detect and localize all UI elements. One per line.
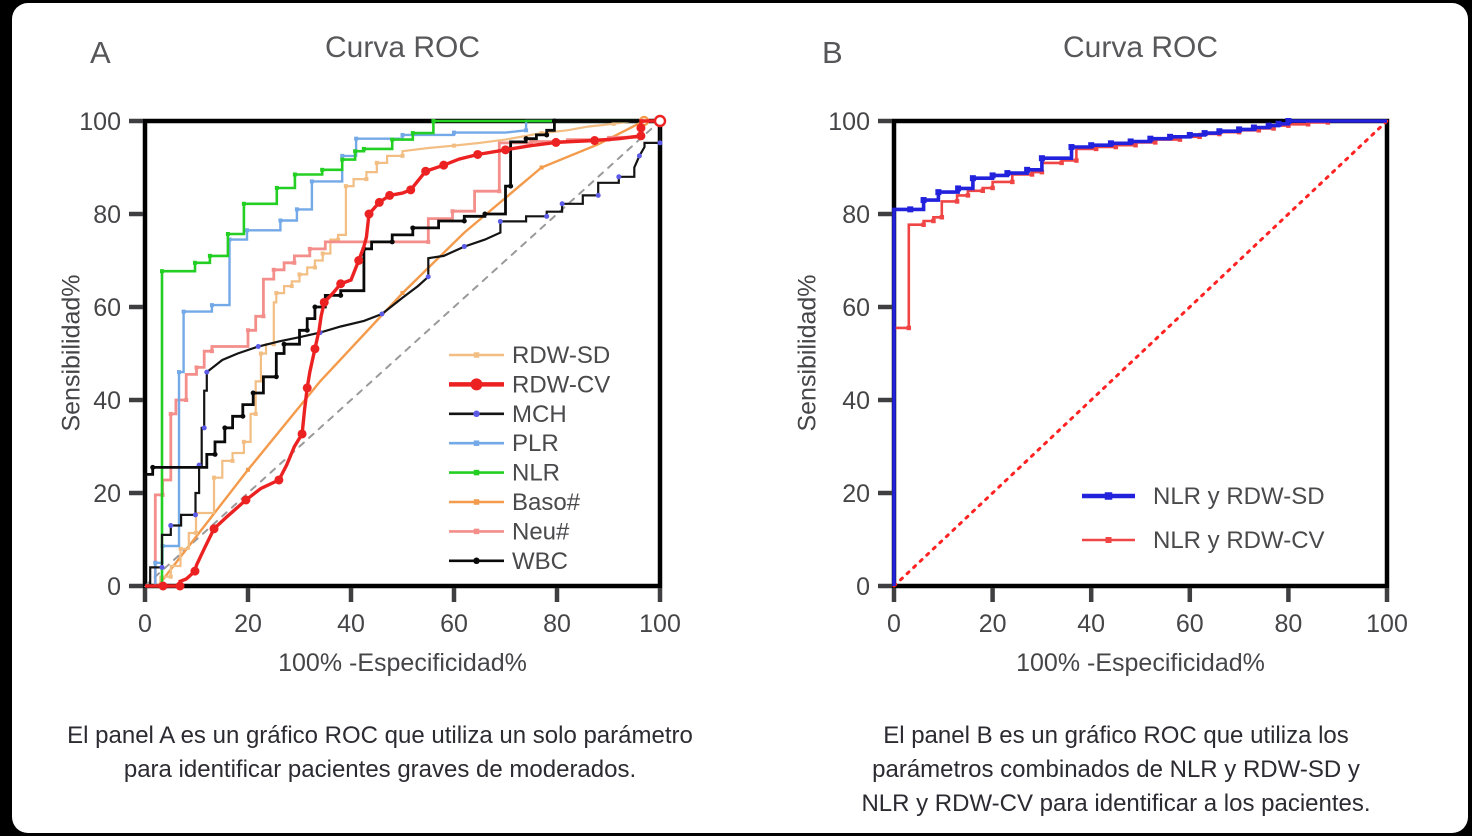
caption-b-line3: NLR y RDW-CV para identificar a los paci… — [861, 790, 1371, 817]
svg-text:40: 40 — [1077, 610, 1105, 638]
legend-item-PLR: PLR — [449, 430, 559, 457]
svg-text:60: 60 — [842, 294, 870, 322]
svg-text:0: 0 — [138, 610, 152, 638]
svg-text:80: 80 — [842, 201, 870, 229]
panel-A: 0 20 40 60 80 100 0 20 40 60 80 100 RDW-SD RDW-CV MCH P… — [12, 3, 748, 713]
svg-text:80: 80 — [93, 201, 121, 229]
series-RDW-SD — [145, 119, 660, 588]
svg-text:100: 100 — [79, 108, 121, 136]
svg-text:WBC: WBC — [512, 548, 568, 575]
svg-text:PLR: PLR — [512, 430, 559, 457]
chart-title-A: Curva ROC — [324, 31, 481, 64]
panel-letter-A: A — [90, 35, 111, 70]
caption-panel-a: El panel A es un gráfico ROC que utiliza… — [20, 719, 740, 787]
plot-border — [142, 118, 663, 589]
legend-item-RDW-CV: RDW-CV — [449, 371, 610, 398]
svg-text:NLR: NLR — [512, 460, 560, 487]
y-axis-label-B: Sensibilidad% — [793, 274, 822, 432]
legend-item-NLR y RDW-CV: NLR y RDW-CV — [1082, 527, 1325, 554]
series-RDW-CV — [145, 114, 667, 591]
svg-text:40: 40 — [337, 610, 365, 638]
svg-text:60: 60 — [440, 610, 468, 638]
series-NLR — [145, 119, 660, 588]
svg-text:60: 60 — [93, 294, 121, 322]
legend-item-RDW-SD: RDW-SD — [449, 342, 610, 369]
x-axis-label-A: 100% -Especificidad% — [278, 649, 527, 677]
caption-panel-b: El panel B es un gráfico ROC que utiliza… — [756, 719, 1468, 821]
svg-text:100: 100 — [639, 610, 681, 638]
legend-item-NLR y RDW-SD: NLR y RDW-SD — [1082, 483, 1325, 510]
x-axis-label-B: 100% -Especificidad% — [1016, 649, 1265, 677]
svg-text:60: 60 — [1176, 610, 1204, 638]
svg-text:NLR y RDW-SD: NLR y RDW-SD — [1153, 483, 1325, 510]
svg-text:20: 20 — [842, 480, 870, 508]
svg-text:Neu#: Neu# — [512, 518, 570, 545]
y-axis-label-A: Sensibilidad% — [57, 274, 86, 432]
reference-diagonal — [144, 120, 661, 587]
figure-card: 0 20 40 60 80 100 0 20 40 60 80 100 RDW-SD RDW-CV MCH P… — [12, 3, 1468, 833]
caption-b-line1: El panel B es un gráfico ROC que utiliza… — [883, 722, 1349, 749]
legend-item-MCH: MCH — [449, 401, 567, 428]
svg-text:RDW-CV: RDW-CV — [512, 371, 610, 398]
panel-B: 0 20 40 60 80 100 0 20 40 60 80 100 NLR y RDW-SD NLR … — [748, 3, 1468, 713]
svg-text:0: 0 — [107, 573, 121, 601]
series-MCH — [145, 121, 663, 588]
panel-letter-B: B — [822, 35, 843, 70]
caption-a-line2: para identificar pacientes graves de mod… — [123, 756, 637, 783]
svg-text:NLR y RDW-CV: NLR y RDW-CV — [1153, 527, 1325, 554]
svg-text:80: 80 — [543, 610, 571, 638]
axis-ticks: 0 20 40 60 80 100 0 20 40 60 80 100 — [79, 108, 681, 638]
legend-item-WBC: WBC — [449, 548, 568, 575]
svg-text:MCH: MCH — [512, 401, 567, 428]
series-WBC — [143, 118, 660, 586]
svg-text:100: 100 — [1366, 610, 1408, 638]
axis-ticks: 0 20 40 60 80 100 0 20 40 60 80 100 — [828, 108, 1408, 638]
svg-text:80: 80 — [1274, 610, 1302, 638]
svg-text:40: 40 — [842, 387, 870, 415]
caption-a-line1: El panel A es un gráfico ROC que utiliza… — [67, 722, 693, 749]
caption-b-line2: parámetros combinados de NLR y RDW-SD y — [872, 756, 1360, 783]
legend: NLR y RDW-SD NLR y RDW-CV — [1082, 483, 1325, 554]
series-PLR — [145, 119, 660, 588]
svg-text:20: 20 — [979, 610, 1007, 638]
legend-item-Baso#: Baso# — [449, 489, 581, 516]
svg-text:20: 20 — [93, 480, 121, 508]
legend-item-Neu#: Neu# — [449, 518, 570, 545]
svg-text:0: 0 — [856, 573, 870, 601]
svg-text:100: 100 — [828, 108, 870, 136]
svg-text:40: 40 — [93, 387, 121, 415]
svg-text:RDW-SD: RDW-SD — [512, 342, 610, 369]
end-marker-RDW-CV — [653, 114, 667, 128]
series-NLR y RDW-SD — [892, 118, 1387, 586]
svg-text:20: 20 — [234, 610, 262, 638]
svg-text:Baso#: Baso# — [512, 489, 581, 516]
legend-item-NLR: NLR — [449, 460, 560, 487]
chart-title-B: Curva ROC — [1062, 31, 1219, 64]
svg-text:0: 0 — [887, 610, 901, 638]
